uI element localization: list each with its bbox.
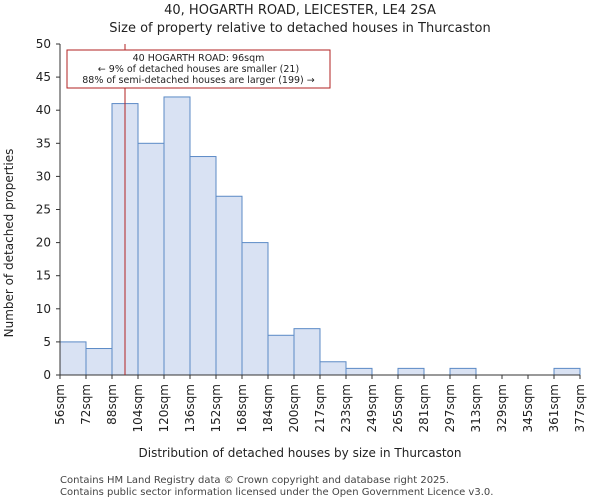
bar-265sqm (397, 367, 425, 376)
bar-136sqm (189, 156, 217, 376)
footer-line-2: Contains public sector information licen… (60, 487, 493, 498)
x-tick-label: 361sqm (547, 384, 561, 432)
y-tick-label: 25 (36, 203, 51, 217)
annotation-line-2: ← 9% of detached houses are smaller (21) (98, 64, 299, 75)
bars (59, 96, 581, 376)
x-tick-label: 168sqm (235, 384, 249, 432)
bar-72sqm (85, 348, 113, 376)
y-tick-label: 20 (36, 236, 51, 250)
bar-152sqm (215, 195, 243, 376)
y-tick-label: 5 (43, 335, 51, 349)
y-tick-label: 0 (43, 368, 51, 382)
y-tick-label: 35 (36, 136, 51, 150)
x-tick-label: 200sqm (287, 384, 301, 432)
x-tick-label: 297sqm (443, 384, 457, 432)
x-tick-label: 265sqm (391, 384, 405, 432)
chart-title: 40, HOGARTH ROAD, LEICESTER, LE4 2SA (164, 3, 436, 18)
y-ticks: 0 5 10 15 20 25 30 35 40 45 50 (36, 37, 60, 382)
y-tick-label: 40 (36, 103, 51, 117)
bar-104sqm (137, 142, 165, 376)
y-tick-label: 15 (36, 269, 51, 283)
x-tick-label: 72sqm (79, 384, 93, 425)
x-tick-label: 233sqm (339, 384, 353, 432)
bar-168sqm (241, 242, 269, 376)
x-tick-label: 136sqm (183, 384, 197, 432)
bar-120sqm (163, 96, 191, 376)
x-tick-label: 217sqm (313, 384, 327, 432)
x-ticks: 56sqm 72sqm 88sqm 104sqm 120sqm 136sqm 152sqm 1… (53, 375, 587, 432)
x-tick-label: 152sqm (209, 384, 223, 432)
x-tick-label: 249sqm (365, 384, 379, 432)
x-tick-label: 56sqm (53, 384, 67, 425)
bar-361sqm (553, 367, 581, 376)
footer-line-1: Contains HM Land Registry data © Crown c… (60, 475, 449, 486)
annotation-line-1: 40 HOGARTH ROAD: 96sqm (133, 53, 265, 64)
x-tick-label: 281sqm (417, 384, 431, 432)
x-tick-label: 345sqm (521, 384, 535, 432)
bar-184sqm (267, 334, 295, 376)
x-tick-label: 377sqm (573, 384, 587, 432)
x-tick-label: 88sqm (105, 384, 119, 425)
x-tick-label: 313sqm (469, 384, 483, 432)
x-tick-label: 329sqm (495, 384, 509, 432)
annotation-box (66, 49, 331, 89)
bar-56sqm (59, 341, 87, 376)
bar-200sqm (293, 328, 321, 376)
y-tick-label: 50 (36, 37, 51, 51)
annotation-line-3: 88% of semi-detached houses are larger (… (82, 75, 315, 86)
y-tick-label: 45 (36, 70, 51, 84)
bar-217sqm (319, 361, 347, 376)
bar-233sqm (345, 367, 373, 376)
y-tick-label: 10 (36, 302, 51, 316)
chart-subtitle: Size of property relative to detached ho… (109, 21, 490, 36)
x-tick-label: 120sqm (157, 384, 171, 432)
x-axis-label: Distribution of detached houses by size … (139, 446, 462, 460)
x-tick-label: 184sqm (261, 384, 275, 432)
y-tick-label: 30 (36, 169, 51, 183)
bar-297sqm (449, 367, 477, 376)
x-tick-label: 104sqm (131, 384, 145, 432)
y-axis-label: Number of detached properties (2, 149, 16, 338)
